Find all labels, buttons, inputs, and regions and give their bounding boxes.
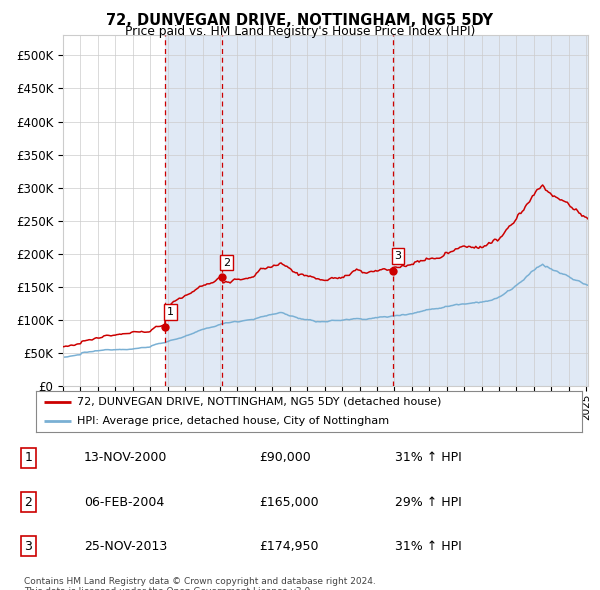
Text: HPI: Average price, detached house, City of Nottingham: HPI: Average price, detached house, City… xyxy=(77,416,389,426)
Text: 2: 2 xyxy=(223,258,230,268)
Text: Contains HM Land Registry data © Crown copyright and database right 2024.
This d: Contains HM Land Registry data © Crown c… xyxy=(24,577,376,590)
Bar xyxy=(392,35,588,386)
Text: 3: 3 xyxy=(394,251,401,261)
Text: £174,950: £174,950 xyxy=(260,540,319,553)
Text: £165,000: £165,000 xyxy=(260,496,319,509)
Text: 2: 2 xyxy=(24,496,32,509)
Bar xyxy=(166,35,221,386)
Text: £90,000: £90,000 xyxy=(260,451,311,464)
Text: 72, DUNVEGAN DRIVE, NOTTINGHAM, NG5 5DY: 72, DUNVEGAN DRIVE, NOTTINGHAM, NG5 5DY xyxy=(107,13,493,28)
Text: 13-NOV-2000: 13-NOV-2000 xyxy=(84,451,167,464)
Text: 29% ↑ HPI: 29% ↑ HPI xyxy=(395,496,462,509)
Bar xyxy=(221,35,392,386)
Text: 3: 3 xyxy=(24,540,32,553)
Text: 31% ↑ HPI: 31% ↑ HPI xyxy=(395,451,462,464)
Text: 72, DUNVEGAN DRIVE, NOTTINGHAM, NG5 5DY (detached house): 72, DUNVEGAN DRIVE, NOTTINGHAM, NG5 5DY … xyxy=(77,396,442,407)
Text: Price paid vs. HM Land Registry's House Price Index (HPI): Price paid vs. HM Land Registry's House … xyxy=(125,25,475,38)
Text: 1: 1 xyxy=(24,451,32,464)
Text: 06-FEB-2004: 06-FEB-2004 xyxy=(84,496,164,509)
Text: 25-NOV-2013: 25-NOV-2013 xyxy=(84,540,167,553)
Text: 1: 1 xyxy=(167,307,174,317)
Text: 31% ↑ HPI: 31% ↑ HPI xyxy=(395,540,462,553)
